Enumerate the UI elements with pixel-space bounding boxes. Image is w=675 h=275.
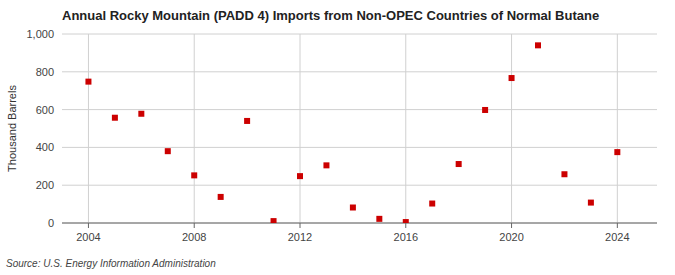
point <box>244 118 250 124</box>
x-grid-line <box>88 34 89 223</box>
y-tick-label: 200 <box>36 179 54 191</box>
x-tick-label: 2004 <box>76 231 100 243</box>
y-grid-line <box>62 71 657 72</box>
title: Annual Rocky Mountain (PADD 4) Imports f… <box>62 8 599 23</box>
point <box>323 162 329 168</box>
x-tick <box>300 223 301 228</box>
points <box>85 42 620 223</box>
point <box>561 171 567 177</box>
grid <box>62 34 657 223</box>
point <box>456 161 462 167</box>
x-grid-line <box>617 34 618 223</box>
point <box>85 79 91 85</box>
y-tick-label: 1,000 <box>26 28 54 40</box>
x-grid-line <box>300 34 301 223</box>
x-grid-line <box>511 34 512 223</box>
point <box>535 42 541 48</box>
point <box>350 205 356 211</box>
y-tick-label: 800 <box>36 66 54 78</box>
x-tick-label: 2024 <box>605 231 629 243</box>
y-grid-line <box>62 223 657 224</box>
point <box>614 149 620 155</box>
y-tick-label: 400 <box>36 141 54 153</box>
point <box>297 173 303 179</box>
x-tick <box>194 223 195 228</box>
x-tick-label: 2016 <box>394 231 418 243</box>
point <box>138 111 144 117</box>
point <box>218 194 224 200</box>
chart: Annual Rocky Mountain (PADD 4) Imports f… <box>0 0 675 275</box>
x-tick-label: 2008 <box>182 231 206 243</box>
y-grid-line <box>62 109 657 110</box>
y-grid-line <box>62 147 657 148</box>
x-tick <box>617 223 618 228</box>
x-tick-label: 2020 <box>499 231 523 243</box>
point <box>429 201 435 207</box>
point <box>376 216 382 222</box>
source: Source: U.S. Energy Information Administ… <box>6 258 216 269</box>
point <box>588 200 594 206</box>
x-grid-line <box>405 34 406 223</box>
point <box>165 148 171 154</box>
point <box>191 172 197 178</box>
x-grid-line <box>194 34 195 223</box>
point <box>271 218 277 223</box>
y-axis-label: Thousand Barrels <box>6 85 18 172</box>
y-grid-line <box>62 185 657 186</box>
point <box>482 107 488 113</box>
x-tick <box>405 223 406 228</box>
point <box>112 115 118 121</box>
x-tick <box>511 223 512 228</box>
point <box>509 75 515 81</box>
y-tick-label: 0 <box>48 217 54 229</box>
x-tick-label: 2012 <box>288 231 312 243</box>
x-axis-line <box>62 223 657 224</box>
point <box>403 219 409 223</box>
x-tick <box>88 223 89 228</box>
y-tick-label: 600 <box>36 104 54 116</box>
y-grid-line <box>62 34 657 35</box>
